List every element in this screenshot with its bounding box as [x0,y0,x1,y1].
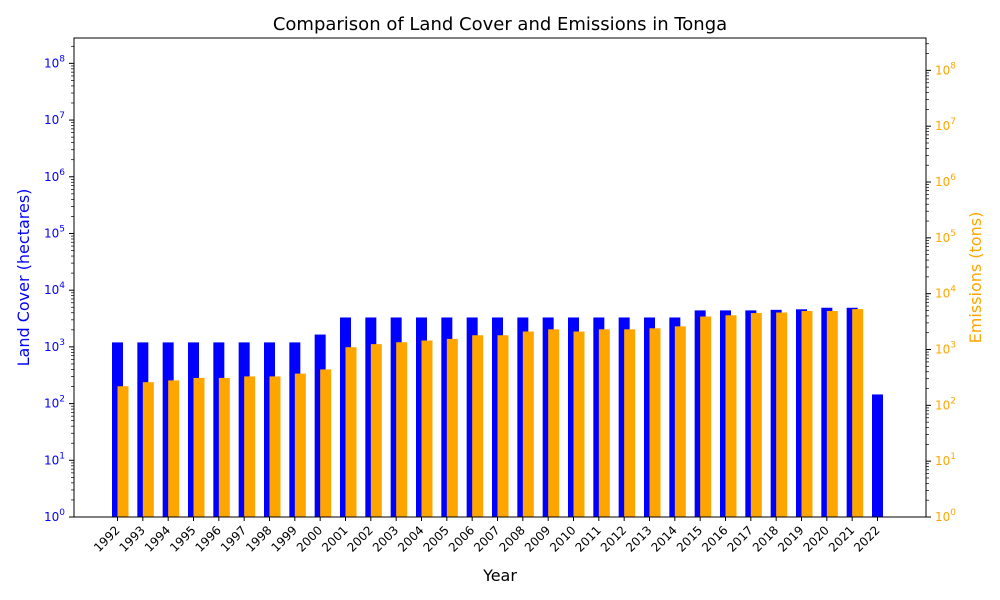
left-y-axis-label: Land Cover (hectares) [14,189,33,367]
right-y-tick-label: 102 [935,396,956,412]
left-y-tick-label: 102 [44,395,65,411]
right-y-tick-label: 106 [935,173,956,189]
emissions-bar-1998 [269,376,281,517]
emissions-bar-2012 [624,329,636,517]
left-y-tick-label: 101 [44,451,65,467]
left-y-tick-label: 108 [44,54,65,70]
emissions-bar-2001 [345,347,357,517]
right-y-axis: 100 101 102 103 104 105 106 107 108 [926,43,956,524]
emissions-bar-2021 [852,309,864,517]
emissions-bar-1995 [193,377,205,517]
emissions-bar-2005 [446,338,458,517]
emissions-bar-2016 [725,315,737,517]
right-y-tick-label: 105 [935,229,956,245]
emissions-bar-2013 [649,328,661,517]
emissions-bar-1993 [142,382,154,517]
emissions-bar-2009 [548,329,560,517]
emissions-series [117,309,864,517]
emissions-bar-2003 [396,342,408,517]
right-y-tick-label: 107 [935,117,956,133]
emissions-bar-2000 [320,369,332,517]
left-y-tick-label: 105 [44,224,65,240]
x-axis-label: Year [482,566,517,585]
land-cover-bar-2022 [872,394,883,517]
emissions-bar-1999 [294,373,306,517]
emissions-bar-2008 [522,331,534,517]
emissions-bar-2006 [472,335,484,517]
right-y-tick-label: 100 [935,508,956,524]
emissions-bar-2017 [750,313,762,517]
emissions-bar-2020 [826,310,838,517]
left-y-tick-label: 103 [44,338,65,354]
right-y-tick-label: 108 [935,61,956,77]
emissions-bar-2019 [801,310,813,517]
right-y-tick-label: 104 [935,285,956,301]
left-y-tick-label: 106 [44,168,65,184]
emissions-bar-2014 [674,326,686,517]
chart-title: Comparison of Land Cover and Emissions i… [273,14,727,35]
plot-frame [73,37,927,518]
emissions-bar-2004 [421,340,433,517]
left-y-tick-label: 104 [44,281,65,297]
emissions-bar-1994 [168,380,180,517]
emissions-bar-2010 [573,331,585,517]
emissions-bar-1997 [244,376,256,517]
emissions-bar-2018 [776,312,788,517]
emissions-bar-2002 [370,344,382,517]
left-y-tick-label: 100 [44,508,65,524]
emissions-bar-2015 [700,316,712,517]
left-y-axis: 100 101 102 103 104 105 106 107 108 [44,45,74,524]
left-y-tick-label: 107 [44,111,65,127]
emissions-bar-2007 [497,335,509,517]
right-y-tick-label: 101 [935,452,956,468]
emissions-bar-2011 [598,329,610,517]
right-y-tick-label: 103 [935,341,956,357]
emissions-bar-1996 [218,377,230,517]
emissions-bar-1992 [117,386,129,517]
right-y-axis-label: Emissions (tons) [966,212,985,344]
